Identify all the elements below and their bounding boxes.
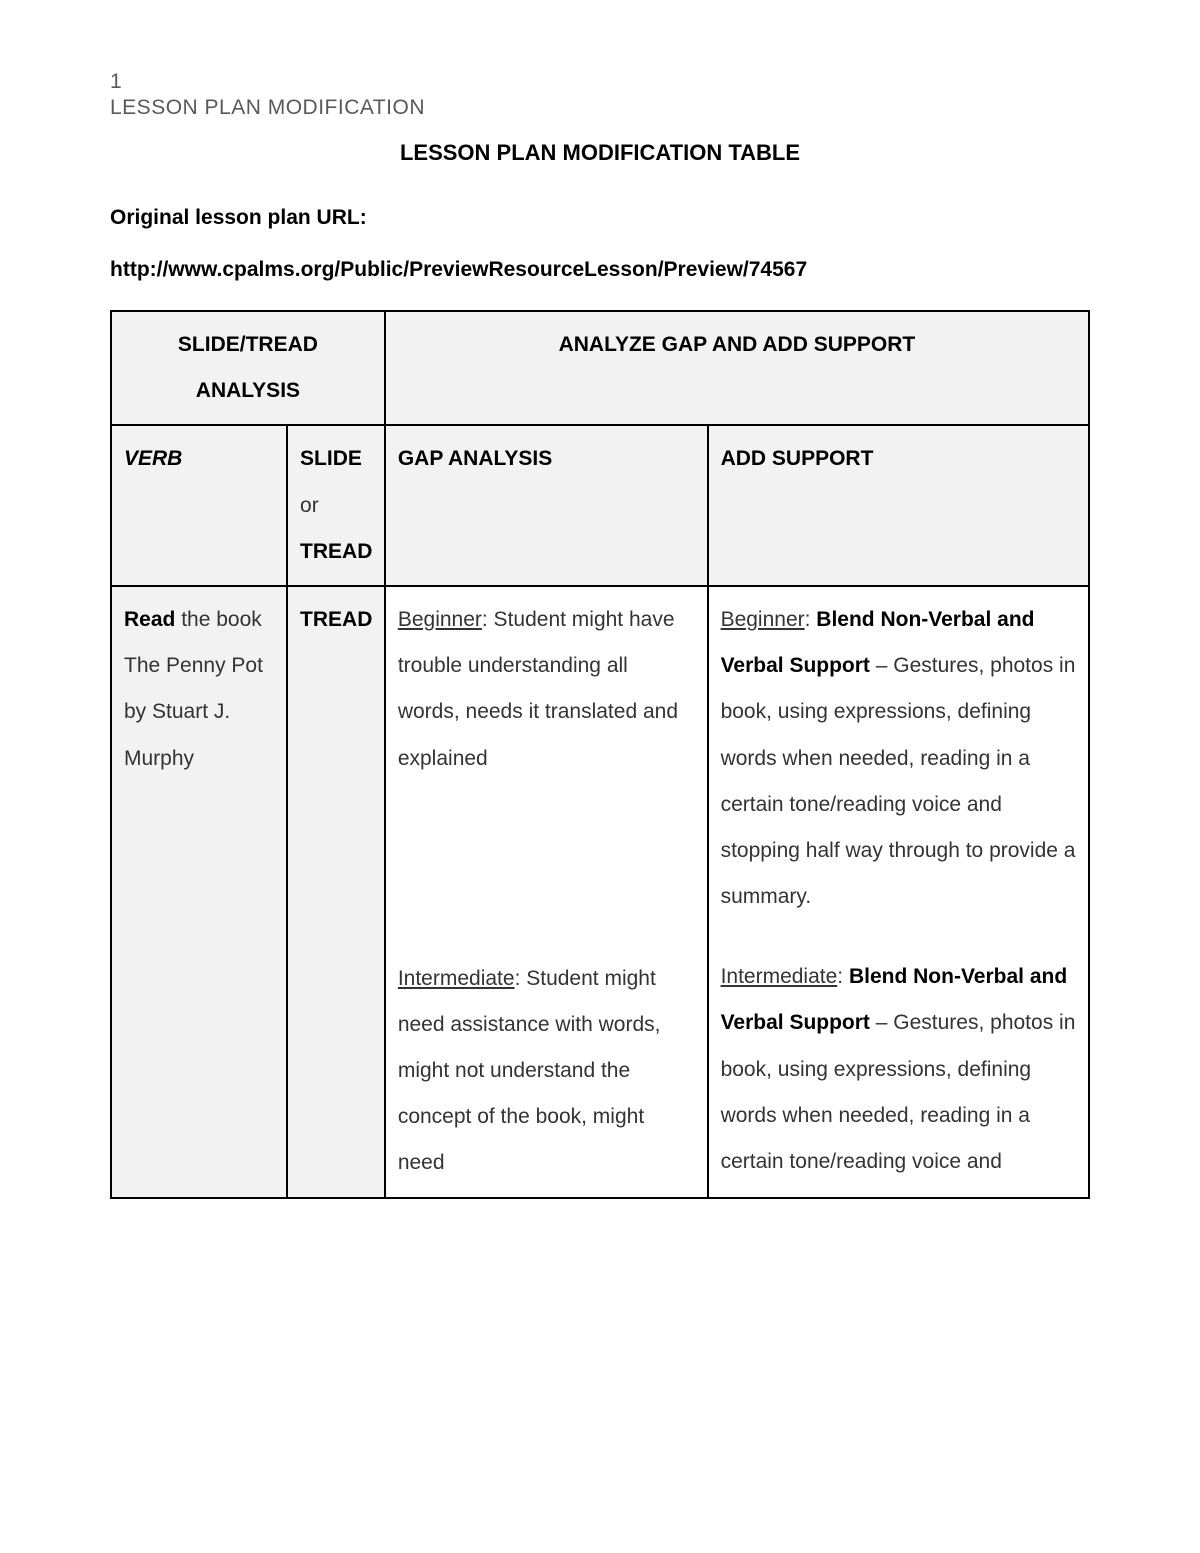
verb-cell: Read the book The Penny Pot by Stuart J.… bbox=[111, 586, 287, 1198]
document-page: 1 LESSON PLAN MODIFICATION LESSON PLAN M… bbox=[0, 0, 1200, 1553]
gap-spacer bbox=[398, 816, 695, 956]
gap-beginner: Beginner: Student might have trouble und… bbox=[398, 597, 695, 782]
url-value: http://www.cpalms.org/Public/PreviewReso… bbox=[110, 258, 1090, 282]
gap-intermediate-text: : Student might need assistance with wor… bbox=[398, 967, 661, 1175]
support-label: ADD SUPPORT bbox=[721, 447, 874, 470]
support-beginner: Beginner: Blend Non-Verbal and Verbal Su… bbox=[721, 597, 1076, 920]
slide-label-or: or bbox=[300, 494, 319, 517]
running-head: LESSON PLAN MODIFICATION bbox=[110, 96, 1090, 120]
verb-label: VERB bbox=[124, 447, 182, 470]
support-intermediate: Intermediate: Blend Non-Verbal and Verba… bbox=[721, 954, 1076, 1185]
gap-label: GAP ANALYSIS bbox=[398, 447, 552, 470]
gap-beginner-label: Beginner bbox=[398, 608, 482, 631]
subheader-slide: SLIDE or TREAD bbox=[287, 425, 385, 586]
support-colon2: : bbox=[837, 965, 849, 988]
gap-intermediate-label: Intermediate bbox=[398, 967, 515, 990]
support-intermediate-label: Intermediate bbox=[721, 965, 838, 988]
slide-cell: TREAD bbox=[287, 586, 385, 1198]
support-cell: Beginner: Blend Non-Verbal and Verbal Su… bbox=[708, 586, 1089, 1198]
slide-label-bottom: TREAD bbox=[300, 540, 372, 563]
subheader-gap: GAP ANALYSIS bbox=[385, 425, 708, 586]
url-label: Original lesson plan URL: bbox=[110, 206, 1090, 230]
table-subheader-row: VERB SLIDE or TREAD GAP ANALYSIS ADD SUP… bbox=[111, 425, 1089, 586]
table-group-header-row: SLIDE/TREAD ANALYSIS ANALYZE GAP AND ADD… bbox=[111, 311, 1089, 425]
verb-bold: Read bbox=[124, 608, 175, 631]
page-title: LESSON PLAN MODIFICATION TABLE bbox=[110, 140, 1090, 166]
support-colon1: : bbox=[805, 608, 817, 631]
verb-rest: the book The Penny Pot by Stuart J. Murp… bbox=[124, 608, 263, 770]
gap-intermediate: Intermediate: Student might need assista… bbox=[398, 956, 695, 1187]
group-header-left: SLIDE/TREAD ANALYSIS bbox=[111, 311, 385, 425]
subheader-verb: VERB bbox=[111, 425, 287, 586]
subheader-support: ADD SUPPORT bbox=[708, 425, 1089, 586]
slide-value: TREAD bbox=[300, 608, 372, 631]
gap-cell: Beginner: Student might have trouble und… bbox=[385, 586, 708, 1198]
support-beginner-rest: – Gestures, photos in book, using expres… bbox=[721, 654, 1076, 908]
gap-beginner-text: : Student might have trouble understandi… bbox=[398, 608, 678, 770]
support-beginner-label: Beginner bbox=[721, 608, 805, 631]
modification-table: SLIDE/TREAD ANALYSIS ANALYZE GAP AND ADD… bbox=[110, 310, 1090, 1199]
page-number: 1 bbox=[110, 70, 1090, 94]
slide-label-top: SLIDE bbox=[300, 447, 362, 470]
group-header-right: ANALYZE GAP AND ADD SUPPORT bbox=[385, 311, 1089, 425]
support-intermediate-rest: – Gestures, photos in book, using expres… bbox=[721, 1011, 1076, 1173]
table-row: Read the book The Penny Pot by Stuart J.… bbox=[111, 586, 1089, 1198]
